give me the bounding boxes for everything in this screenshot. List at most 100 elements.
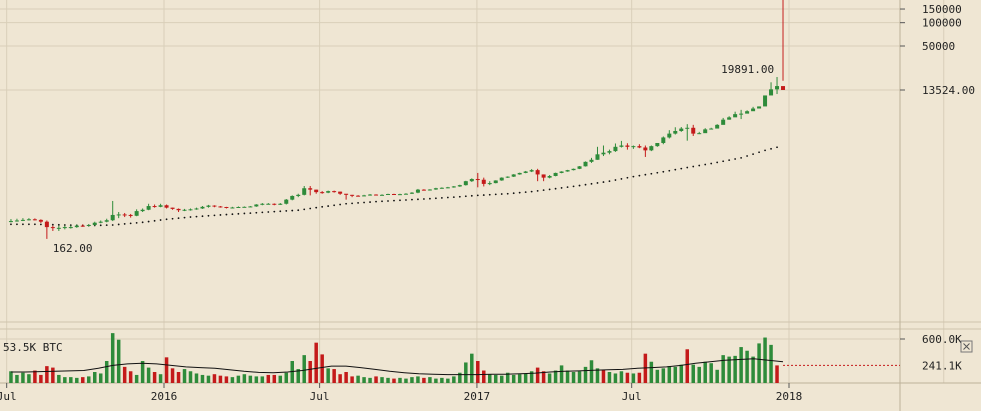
- ma-dot: [638, 174, 641, 177]
- candle-body: [362, 195, 367, 197]
- volume-bar: [613, 373, 618, 383]
- candle-body: [631, 146, 636, 148]
- ma-dot: [177, 217, 180, 220]
- candle-body: [158, 205, 163, 207]
- candle-body: [673, 130, 678, 134]
- candle-body: [230, 207, 235, 209]
- volume-bar: [320, 354, 324, 383]
- ma-dot: [51, 223, 54, 226]
- ma-dot: [213, 214, 216, 217]
- ma-dot: [524, 191, 527, 194]
- ma-dot: [345, 202, 348, 205]
- volume-bar: [511, 374, 516, 383]
- volume-bar: [15, 374, 19, 383]
- volume-bar: [122, 366, 127, 383]
- candle-body: [26, 219, 31, 221]
- ma-dot: [309, 207, 312, 210]
- volume-bar: [45, 366, 49, 383]
- candle-body: [32, 219, 37, 221]
- ma-dot: [411, 198, 413, 201]
- volume-bar: [248, 375, 253, 383]
- ma-dot: [297, 209, 300, 212]
- volume-bar: [308, 361, 312, 383]
- ma-dot: [530, 190, 533, 193]
- volume-bar: [499, 375, 504, 383]
- ma-dot: [596, 182, 599, 184]
- ma-dot: [333, 204, 336, 207]
- candle-body: [451, 186, 456, 188]
- ma-dot: [147, 220, 150, 223]
- candle-body: [523, 171, 528, 173]
- ma-dot: [327, 205, 330, 207]
- low-annotation: 162.00: [53, 242, 93, 255]
- ma-dot: [686, 166, 689, 169]
- volume-bar: [547, 373, 552, 383]
- ma-dot: [141, 221, 144, 224]
- volume-bar: [464, 362, 468, 383]
- candle-body: [493, 180, 498, 184]
- candle-body: [242, 206, 247, 208]
- candle-body: [302, 188, 307, 195]
- volume-bar: [374, 376, 378, 383]
- candle-body: [374, 194, 379, 196]
- x-tick-label: Jul: [310, 390, 330, 403]
- ma-dot: [369, 201, 371, 203]
- volume-bar: [242, 374, 247, 383]
- ma-dot: [776, 146, 778, 149]
- volume-bar: [733, 355, 737, 383]
- volume-bar: [98, 373, 103, 383]
- candle-body: [439, 187, 444, 189]
- candle-body: [499, 177, 504, 181]
- volume-bar: [272, 374, 277, 383]
- volume-bar: [188, 371, 193, 383]
- ma-dot: [734, 158, 737, 160]
- ma-dot: [566, 186, 569, 189]
- candle-body: [691, 127, 696, 134]
- volume-bar: [553, 370, 558, 383]
- ma-dot: [746, 155, 749, 157]
- candle-body: [541, 174, 546, 178]
- candle-body: [445, 187, 450, 189]
- ma-dot: [464, 195, 467, 198]
- candle-body: [326, 191, 331, 193]
- candle-body: [655, 142, 660, 147]
- candle-body: [20, 219, 25, 221]
- volume-bar: [176, 372, 181, 383]
- volume-bar: [541, 371, 546, 383]
- candle-body: [380, 194, 385, 196]
- volume-bar: [446, 378, 450, 383]
- ma-dot: [578, 184, 581, 187]
- ma-dot: [584, 183, 587, 186]
- candle-body: [44, 221, 49, 228]
- candle-body: [314, 189, 319, 193]
- candle-body: [433, 188, 438, 190]
- candle-body: [709, 128, 714, 130]
- candle-body: [565, 170, 570, 172]
- candle-body: [152, 206, 157, 208]
- candle-body: [547, 175, 552, 178]
- volume-bar: [152, 372, 157, 383]
- ma-dot: [680, 167, 683, 170]
- volume-bar: [128, 371, 133, 383]
- ma-dot: [39, 223, 42, 226]
- candle-body: [661, 137, 666, 143]
- candle-body: [607, 151, 612, 153]
- volume-bar: [9, 371, 13, 383]
- candle-body: [643, 147, 648, 151]
- candle-body: [679, 128, 684, 131]
- x-tick-label: 2016: [151, 390, 178, 403]
- candle-body: [338, 191, 343, 194]
- candle-body: [427, 189, 432, 191]
- ma-dot: [363, 201, 365, 204]
- candle-body: [8, 221, 13, 223]
- volume-bar: [164, 357, 169, 383]
- volume-bar: [326, 368, 330, 383]
- candle-body: [739, 113, 744, 115]
- volume-bar: [404, 378, 408, 383]
- candle-body: [170, 207, 175, 209]
- volume-bar: [368, 377, 372, 383]
- candle-body: [511, 174, 516, 177]
- volume-bar: [727, 356, 731, 383]
- candle-body: [176, 208, 181, 211]
- ma-dot: [22, 223, 24, 226]
